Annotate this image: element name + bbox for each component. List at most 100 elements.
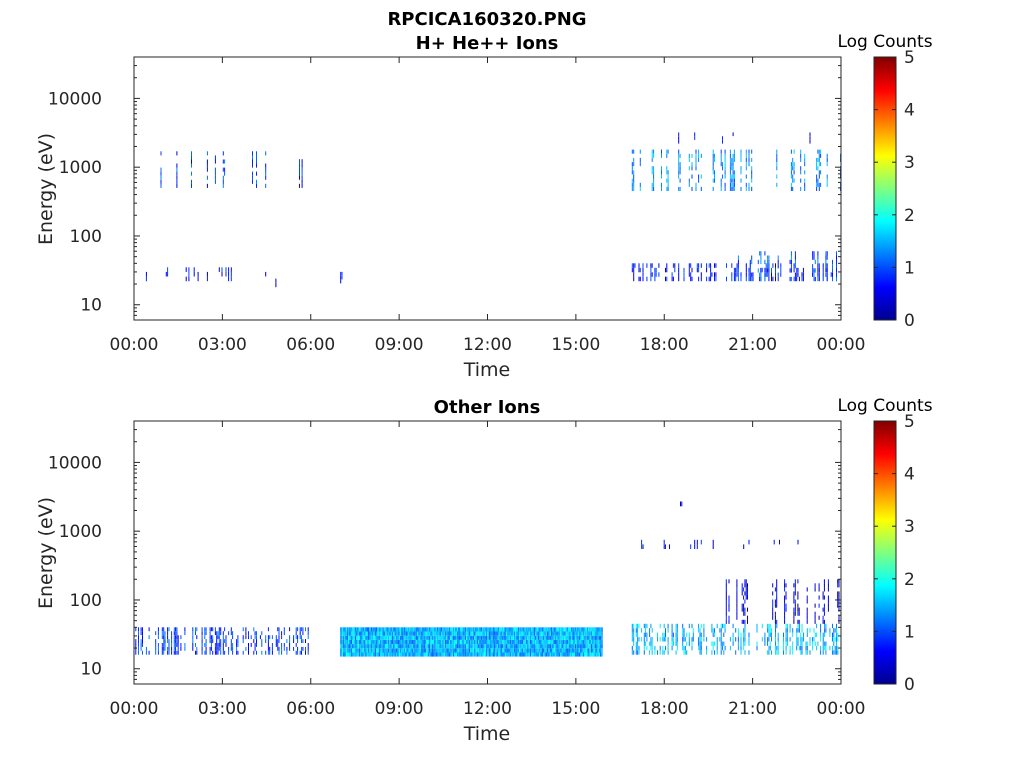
spectrogram-cell bbox=[800, 632, 802, 637]
spectrogram-cell bbox=[517, 635, 520, 640]
spectrogram-cell bbox=[829, 632, 831, 637]
spectrogram-cell bbox=[743, 611, 745, 616]
spectrogram-cell bbox=[598, 639, 600, 645]
spectrogram-cell bbox=[193, 271, 195, 277]
spectrogram-cell bbox=[646, 632, 648, 637]
spectrogram-cell bbox=[450, 644, 452, 649]
spectrogram-cell bbox=[358, 631, 361, 636]
spectrogram-cell bbox=[345, 644, 347, 649]
colorbar-title: Log Counts bbox=[837, 32, 932, 52]
spectrogram-cell bbox=[694, 539, 696, 545]
spectrogram-cell bbox=[515, 652, 517, 657]
spectrogram-cell bbox=[430, 652, 432, 657]
spectrogram-cell bbox=[423, 635, 425, 640]
spectrogram-cell bbox=[837, 637, 839, 642]
spectrogram-cell bbox=[593, 635, 595, 640]
colorbar-tick-label: 0 bbox=[904, 675, 915, 695]
spectrogram-cell bbox=[826, 182, 828, 187]
spectrogram-cell bbox=[168, 650, 170, 655]
spectrogram-cell bbox=[385, 631, 387, 636]
spectrogram-cell bbox=[683, 637, 685, 642]
spectrogram-cell bbox=[802, 632, 804, 637]
spectrogram-cell bbox=[836, 641, 837, 646]
spectrogram-cell bbox=[720, 637, 722, 642]
spectrogram-cell bbox=[800, 637, 802, 642]
spectrogram-cell bbox=[385, 652, 387, 657]
spectrogram-cell bbox=[557, 644, 559, 649]
spectrogram-cell bbox=[224, 650, 226, 655]
spectrogram-cell bbox=[569, 631, 571, 636]
spectrogram-cell bbox=[455, 644, 457, 649]
spectrogram-cell bbox=[723, 632, 725, 637]
spectrogram-cell bbox=[650, 276, 652, 282]
spectrogram-cell bbox=[774, 611, 776, 616]
spectrogram-cell bbox=[417, 639, 419, 645]
x-tick-label: 09:00 bbox=[375, 699, 424, 719]
spectrogram-cell bbox=[765, 272, 767, 277]
spectrogram-cell bbox=[474, 648, 476, 653]
spectrogram-cell bbox=[478, 648, 480, 653]
spectrogram-cell bbox=[483, 652, 485, 657]
spectrogram-cell bbox=[160, 171, 162, 176]
spectrogram-cell bbox=[422, 644, 424, 649]
spectrogram-cell bbox=[714, 174, 715, 179]
spectrogram-cell bbox=[409, 635, 411, 640]
spectrogram-cell bbox=[690, 263, 692, 268]
spectrogram-cell bbox=[248, 635, 249, 640]
spectrogram-cell bbox=[364, 648, 366, 653]
spectrogram-cell bbox=[793, 149, 795, 154]
spectrogram-cell bbox=[767, 259, 769, 265]
spectrogram-cell bbox=[236, 650, 238, 655]
spectrogram-cell bbox=[161, 643, 163, 647]
spectrogram-cell bbox=[372, 627, 374, 632]
spectrogram-cell bbox=[598, 644, 600, 649]
spectrogram-cell bbox=[586, 627, 589, 632]
spectrogram-cell bbox=[271, 650, 273, 655]
spectrogram-cell bbox=[774, 587, 776, 592]
spectrogram-cell bbox=[525, 644, 528, 649]
spectrogram-cell bbox=[168, 646, 170, 651]
spectrogram-cell bbox=[838, 591, 840, 596]
spectrogram-cell bbox=[568, 652, 570, 657]
spectrogram-cell bbox=[651, 645, 653, 651]
spectrogram-cell bbox=[703, 623, 705, 629]
spectrogram-cell bbox=[373, 644, 375, 649]
spectrogram-cell bbox=[214, 631, 216, 636]
spectrogram-cell bbox=[395, 631, 398, 636]
spectrogram-cell bbox=[748, 641, 750, 646]
spectrogram-cell bbox=[498, 652, 500, 657]
spectrogram-cell bbox=[521, 631, 524, 636]
spectrogram-cell bbox=[286, 639, 288, 643]
spectrogram-cell bbox=[340, 631, 342, 636]
spectrogram-cell bbox=[745, 272, 747, 277]
spectrogram-cell bbox=[816, 645, 818, 651]
spectrogram-cell bbox=[417, 627, 419, 632]
spectrogram-cell bbox=[451, 627, 453, 632]
spectrogram-cell bbox=[812, 641, 814, 646]
spectrogram-cell bbox=[301, 635, 302, 640]
spectrogram-cell bbox=[523, 648, 525, 653]
spectrogram-cell bbox=[649, 650, 651, 655]
spectrogram-cell bbox=[694, 132, 696, 137]
spectrogram-cell bbox=[593, 644, 595, 649]
spectrogram-cell bbox=[744, 637, 746, 642]
spectrogram-cell bbox=[486, 639, 488, 645]
spectrogram-cell bbox=[435, 639, 437, 645]
spectrogram-cell bbox=[191, 171, 192, 176]
spectrogram-cell bbox=[695, 157, 697, 162]
spectrogram-cell bbox=[736, 603, 738, 608]
spectrogram-cell bbox=[414, 631, 416, 636]
spectrogram-cell bbox=[545, 627, 547, 632]
spectrogram-cell bbox=[348, 631, 350, 636]
spectrogram-cell bbox=[726, 263, 727, 268]
spectrogram-cell bbox=[520, 635, 522, 640]
spectrogram-cell bbox=[797, 272, 799, 277]
spectrogram-cell bbox=[269, 646, 271, 651]
spectrogram-cell bbox=[590, 644, 593, 649]
spectrogram-cell bbox=[688, 178, 690, 183]
spectrogram-cell bbox=[802, 267, 804, 273]
spectrogram-cell bbox=[209, 646, 211, 651]
spectrogram-cell bbox=[265, 650, 267, 655]
spectrogram-cell bbox=[484, 648, 486, 653]
spectrogram-cell bbox=[377, 635, 379, 640]
